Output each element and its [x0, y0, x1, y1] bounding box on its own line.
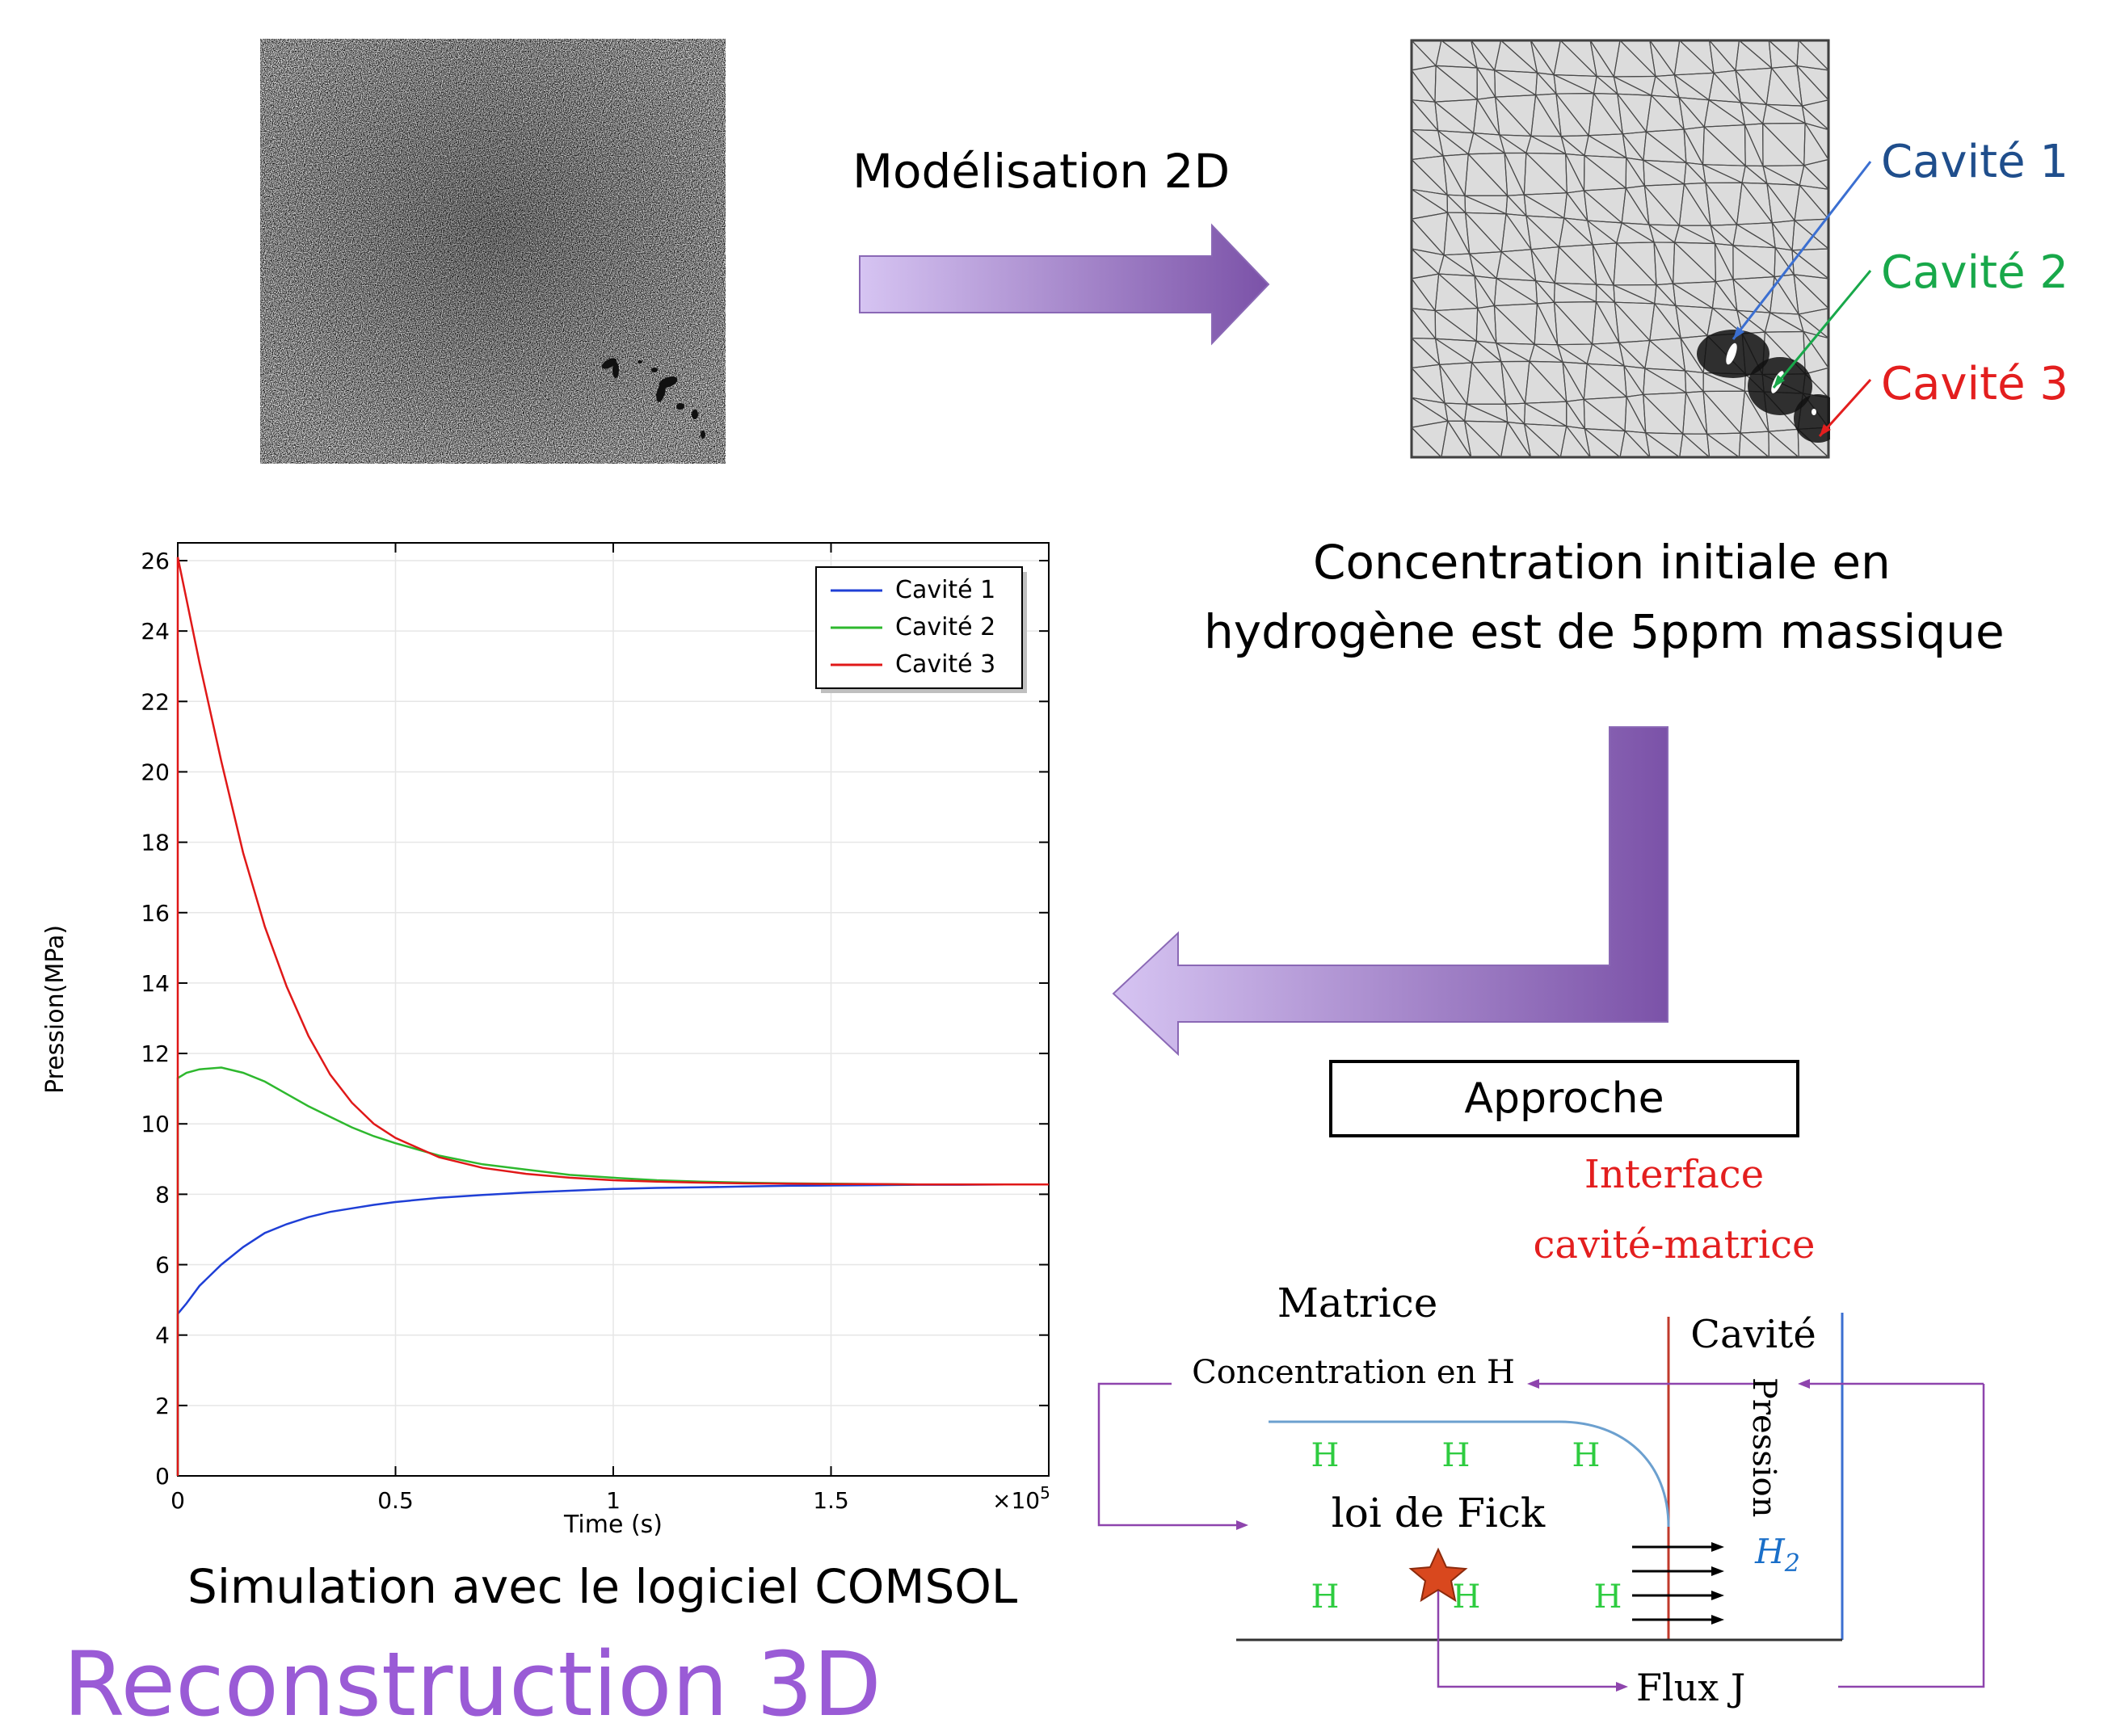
approche-label: Approche [1464, 1074, 1664, 1123]
cavity-pointers [1732, 161, 1872, 438]
x-tick-label: 0.5 [377, 1487, 414, 1514]
h-atom: H [1453, 1578, 1481, 1616]
x-multiplier-label: ×105 [992, 1483, 1050, 1514]
fick-schematic: Interface cavité-matrice Matrice Cavité … [1097, 1155, 1985, 1709]
cavity-blobs [601, 358, 705, 439]
label-cavite-1: Cavité 1 [1881, 136, 2068, 188]
concentration-label: Concentration en H [1192, 1354, 1515, 1391]
concentration-line-1: Concentration initiale en [1313, 535, 1891, 590]
chart-caption: Simulation avec le logiciel COMSOL [187, 1559, 1018, 1614]
modelisation-label: Modélisation 2D [852, 144, 1231, 199]
concentration-line-2: hydrogène est de 5ppm massique [1204, 604, 2005, 659]
y-tick-label: 10 [141, 1111, 170, 1137]
x-axis-label: Time (s) [563, 1511, 663, 1539]
pointer-cavite-2 [1772, 270, 1872, 389]
concentration-profile [1269, 1420, 1670, 1528]
h-atom: H [1572, 1437, 1601, 1474]
y-tick-label: 16 [141, 900, 170, 927]
y-axis-label: Pression(MPa) [41, 925, 69, 1094]
approche-box: Approche [1329, 1060, 1799, 1137]
y-tick-label: 2 [155, 1393, 170, 1419]
h-atom: H [1311, 1578, 1340, 1616]
series-line-1 [176, 1183, 1049, 1476]
porosity-noise-image [260, 39, 726, 464]
reconstruction-title: Reconstruction 3D [63, 1633, 882, 1736]
l-shaped-arrow [1112, 726, 1668, 1057]
h-atom: H [1442, 1437, 1471, 1474]
h2-label: H2 [1754, 1532, 1800, 1578]
label-cavite-2: Cavité 2 [1881, 246, 2068, 299]
mesh-image [1410, 39, 1842, 459]
y-tick-label: 12 [141, 1040, 170, 1067]
feedback-arrows [1097, 1382, 1985, 1688]
cavite-label: Cavité [1690, 1312, 1816, 1357]
matrice-label: Matrice [1277, 1280, 1438, 1326]
legend-label: Cavité 3 [895, 650, 995, 679]
star-icon [1408, 1547, 1468, 1603]
y-tick-label: 0 [155, 1463, 170, 1490]
label-cavite-3: Cavité 3 [1881, 358, 2068, 410]
y-tick-label: 8 [155, 1181, 170, 1208]
y-tick-label: 20 [141, 759, 170, 785]
x-tick-label: 1 [606, 1487, 621, 1514]
x-tick-label: 1.5 [813, 1487, 849, 1514]
loi-fick-label: loi de Fick [1332, 1490, 1546, 1536]
pointer-cavite-3 [1818, 378, 1872, 438]
y-tick-label: 26 [141, 548, 170, 574]
pointer-cavite-1 [1732, 161, 1872, 340]
right-arrow [859, 223, 1270, 346]
y-tick-label: 6 [155, 1252, 170, 1279]
y-tick-label: 24 [141, 618, 170, 645]
mesh-svg [1410, 39, 1842, 459]
legend-label: Cavité 1 [895, 576, 995, 604]
h-atom: H [1594, 1578, 1622, 1616]
interface-label-2: cavité-matrice [1534, 1222, 1816, 1267]
y-tick-label: 22 [141, 688, 170, 715]
y-tick-label: 18 [141, 830, 170, 856]
pression-label: Pression [1745, 1377, 1782, 1517]
mesh-lines [1410, 39, 1831, 459]
flux-arrows [1632, 1545, 1711, 1621]
h-atom: H [1311, 1437, 1340, 1474]
h-atoms: H H H H H H [1311, 1437, 1622, 1616]
y-tick-label: 14 [141, 970, 170, 997]
series-line-3 [176, 557, 1049, 1476]
interface-label-1: Interface [1584, 1155, 1764, 1197]
x-tick-label: 0 [170, 1487, 185, 1514]
legend-label: Cavité 2 [895, 613, 995, 641]
y-tick-label: 4 [155, 1322, 170, 1349]
flux-label: Flux J [1636, 1666, 1745, 1709]
noise-svg [260, 39, 726, 464]
